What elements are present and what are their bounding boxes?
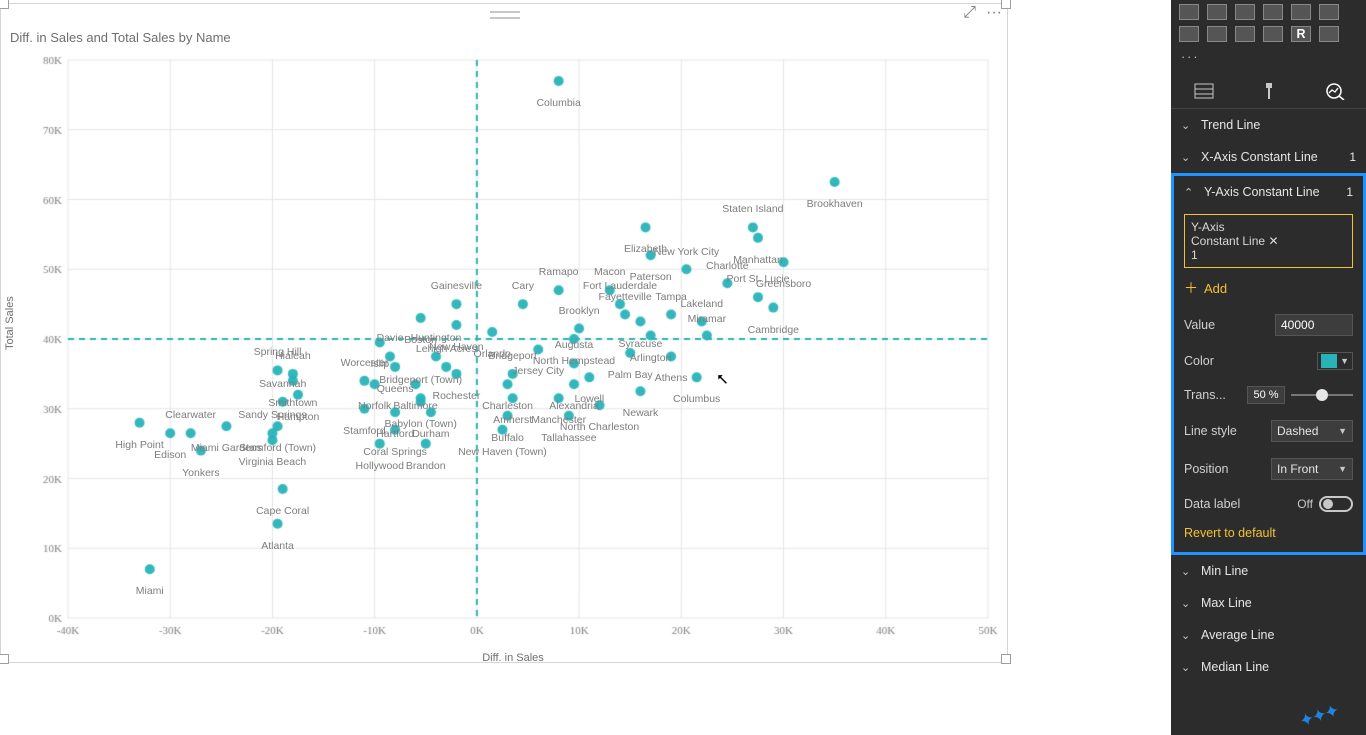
revert-to-default-button[interactable]: Revert to default [1184, 520, 1353, 542]
viz-icon[interactable] [1179, 26, 1199, 42]
property-tabs [1171, 70, 1366, 109]
section-label: Max Line [1201, 596, 1356, 610]
section-y-constant-line: ⌃ Y-Axis Constant Line 1 Y-Axis Constant… [1171, 173, 1366, 555]
chevron-down-icon: ⌄ [1181, 151, 1195, 164]
delete-line-icon[interactable]: ✕ [1269, 234, 1347, 248]
line-style-select[interactable]: Dashed ▼ [1271, 420, 1353, 442]
resize-handle-br[interactable] [1001, 654, 1011, 664]
viz-r-icon[interactable]: R [1291, 26, 1311, 42]
viz-icon[interactable] [1207, 26, 1227, 42]
line-style-label: Line style [1184, 424, 1237, 438]
slider-thumb[interactable] [1316, 389, 1328, 401]
section-label: X-Axis Constant Line [1201, 150, 1345, 164]
chevron-down-icon: ⌄ [1181, 597, 1195, 610]
transparency-label: Trans... [1184, 388, 1226, 402]
chart-visual-container[interactable]: ⤢ ··· Diff. in Sales and Total Sales by … [0, 0, 1010, 700]
scatter-canvas [28, 54, 998, 664]
visual-header: ⤢ ··· [0, 4, 1010, 26]
color-label: Color [1184, 354, 1214, 368]
chevron-down-icon: ⌄ [1181, 661, 1195, 674]
focus-mode-icon[interactable]: ⤢ [963, 4, 976, 22]
section-label: Trend Line [1201, 118, 1356, 132]
chevron-down-icon: ▼ [1338, 464, 1347, 474]
more-visuals-icon[interactable]: ··· [1171, 50, 1366, 70]
add-line-button[interactable]: ＋ Add [1184, 268, 1353, 306]
section-x-constant-line[interactable]: ⌄ X-Axis Constant Line 1 [1171, 141, 1366, 173]
resize-handle-tr[interactable] [1001, 0, 1011, 9]
section-y-constant-header[interactable]: ⌃ Y-Axis Constant Line 1 [1174, 176, 1363, 208]
section-median-line[interactable]: ⌄ Median Line [1171, 651, 1366, 683]
transparency-slider[interactable] [1291, 388, 1353, 402]
chevron-down-icon: ⌄ [1181, 629, 1195, 642]
resize-handle-bl[interactable] [0, 654, 9, 664]
section-label: Average Line [1201, 628, 1356, 642]
visualizations-pane: R ··· ⌄ Trend Line ⌄ X-Axis Constant Lin… [1171, 0, 1366, 735]
section-average-line[interactable]: ⌄ Average Line [1171, 619, 1366, 651]
fields-tab[interactable] [1191, 80, 1217, 102]
section-label: Median Line [1201, 660, 1356, 674]
format-tab[interactable] [1256, 80, 1282, 102]
transparency-value[interactable]: 50 % [1247, 386, 1285, 404]
line-style-value: Dashed [1277, 424, 1318, 438]
value-row: Value [1184, 306, 1353, 344]
viz-icon[interactable] [1263, 26, 1283, 42]
viz-icon[interactable] [1207, 4, 1227, 20]
data-label-toggle[interactable] [1319, 496, 1353, 512]
chevron-up-icon: ⌃ [1184, 186, 1198, 199]
color-row: Color ▼ [1184, 344, 1353, 378]
more-options-icon[interactable]: ··· [986, 4, 1002, 22]
constant-line-name: Y-Axis Constant Line 1 [1191, 220, 1269, 262]
position-label: Position [1184, 462, 1228, 476]
transparency-row: Trans... 50 % [1184, 378, 1353, 412]
color-swatch-icon [1321, 354, 1337, 368]
toggle-state-text: Off [1297, 497, 1313, 511]
chart-title: Diff. in Sales and Total Sales by Name [10, 30, 231, 45]
viz-icon[interactable] [1291, 4, 1311, 20]
section-count-badge: 1 [1349, 150, 1356, 164]
line-style-row: Line style Dashed ▼ [1184, 412, 1353, 450]
chevron-down-icon: ▼ [1338, 426, 1347, 436]
position-row: Position In Front ▼ [1184, 450, 1353, 488]
drag-handle-icon[interactable] [490, 11, 520, 19]
plot-area[interactable]: ColumbiaBrookhavenStaten IslandElizabeth… [28, 54, 998, 664]
visual-type-gallery[interactable]: R [1171, 0, 1366, 50]
y-axis-title: Total Sales [4, 296, 16, 350]
plus-icon: ＋ [1184, 278, 1198, 298]
watermark-icon: ✦✦✦ [1296, 700, 1340, 732]
viz-icon[interactable] [1263, 4, 1283, 20]
constant-line-item[interactable]: Y-Axis Constant Line 1 ✕ [1184, 214, 1353, 268]
section-label: Y-Axis Constant Line [1204, 185, 1342, 199]
x-axis-title: Diff. in Sales [482, 652, 544, 664]
position-value: In Front [1277, 462, 1318, 476]
data-label-row: Data label Off [1184, 488, 1353, 520]
viz-icon[interactable] [1235, 26, 1255, 42]
analytics-tab[interactable] [1321, 80, 1347, 102]
section-max-line[interactable]: ⌄ Max Line [1171, 587, 1366, 619]
chevron-down-icon: ▼ [1340, 356, 1349, 366]
section-trend-line[interactable]: ⌄ Trend Line [1171, 109, 1366, 141]
chevron-down-icon: ⌄ [1181, 565, 1195, 578]
viz-globe-icon[interactable] [1319, 26, 1339, 42]
section-min-line[interactable]: ⌄ Min Line [1171, 555, 1366, 587]
value-input[interactable] [1275, 314, 1353, 336]
resize-handle-tl[interactable] [0, 0, 9, 9]
viz-icon[interactable] [1235, 4, 1255, 20]
add-label: Add [1204, 281, 1227, 296]
value-label: Value [1184, 318, 1215, 332]
chevron-down-icon: ⌄ [1181, 119, 1195, 132]
viz-icon[interactable] [1319, 4, 1339, 20]
section-label: Min Line [1201, 564, 1356, 578]
position-select[interactable]: In Front ▼ [1271, 458, 1353, 480]
section-count-badge: 1 [1346, 185, 1353, 199]
viz-icon[interactable] [1179, 4, 1199, 20]
color-picker[interactable]: ▼ [1317, 352, 1353, 370]
data-label-label: Data label [1184, 497, 1240, 511]
